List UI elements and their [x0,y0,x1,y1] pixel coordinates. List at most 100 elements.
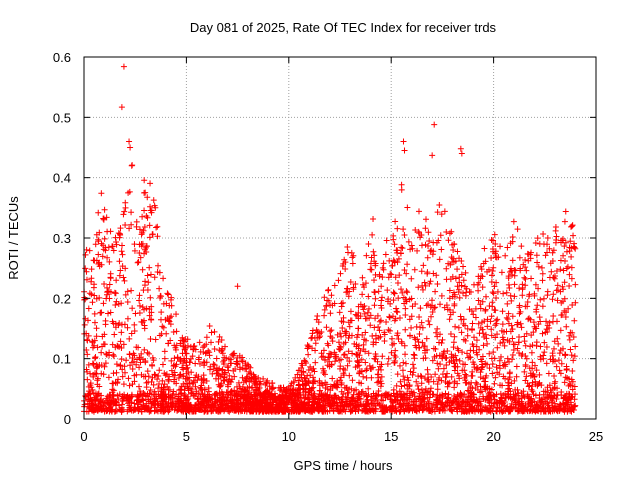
data-point [370,216,377,223]
data-point [518,324,525,331]
data-point [210,404,217,411]
data-point [488,326,495,333]
data-point [126,382,133,389]
data-point [482,360,489,367]
data-point [409,371,416,378]
data-point [572,299,579,306]
data-point [138,392,145,399]
data-point [279,397,286,404]
data-point [143,379,150,386]
data-point [484,340,491,347]
data-point [433,406,440,413]
data-point [549,350,556,357]
data-point [511,377,518,384]
data-point [112,301,119,308]
data-point [455,324,462,331]
data-point [362,359,369,366]
data-point [437,301,444,308]
data-point [143,213,150,220]
data-point [118,248,125,255]
data-point [239,358,246,365]
data-point [141,189,148,196]
data-point [451,241,458,248]
data-point [438,211,445,218]
data-point [409,361,416,368]
data-point [325,286,332,293]
data-point [462,407,469,414]
data-point [237,405,244,412]
data-point [456,279,463,286]
data-point [180,372,187,379]
data-point [418,242,425,249]
data-point [311,394,318,401]
data-point [539,277,546,284]
data-point [434,333,441,340]
data-point [122,199,129,206]
data-point [523,355,530,362]
data-point [502,394,509,401]
data-point [128,404,135,411]
axis-ticks: 0 5 10 15 20 25 0 0.1 0.2 0.3 0.4 0.5 0.6 [53,50,603,444]
data-point [165,340,172,347]
data-point [540,241,547,248]
y-tick-label: 0 [64,412,71,427]
data-point [139,213,146,220]
data-point [462,269,469,276]
data-point [85,391,92,398]
data-point [203,404,210,411]
data-point [377,317,384,324]
data-point [329,375,336,382]
data-point [140,356,147,363]
data-point [393,247,400,254]
data-point [99,253,106,260]
data-point [571,317,578,324]
data-point [427,278,434,285]
data-point [429,302,436,309]
data-point [441,208,448,215]
data-point [378,396,385,403]
data-point [393,382,400,389]
data-point [543,318,550,325]
data-point [122,222,129,229]
data-point [481,318,488,325]
data-point [257,405,264,412]
data-point [106,401,113,408]
data-point [502,375,509,382]
data-point [84,376,91,383]
data-point [475,279,482,286]
data-point [104,228,111,235]
data-point [209,370,216,377]
data-point [203,359,210,366]
data-point [361,310,368,317]
data-point [378,380,385,387]
data-point [353,386,360,393]
data-point [498,269,505,276]
data-point [120,63,127,70]
data-point [166,386,173,393]
data-point [450,344,457,351]
data-point [173,328,180,335]
data-point [191,343,198,350]
data-point [299,362,306,369]
data-point [265,407,272,414]
data-point [131,241,138,248]
data-point [444,370,451,377]
data-point [540,391,547,398]
data-point [489,299,496,306]
data-point [248,374,255,381]
x-axis-label: GPS time / hours [294,458,393,473]
data-point [414,382,421,389]
data-point [301,395,308,402]
data-point [313,400,320,407]
data-point [368,266,375,273]
data-point [382,251,389,258]
data-point [84,351,91,358]
data-point [124,298,131,305]
data-point [297,394,304,401]
data-point [478,366,485,373]
data-point [427,385,434,392]
data-point [436,202,443,209]
data-point [397,397,404,404]
data-point [128,209,135,216]
data-point [421,391,428,398]
